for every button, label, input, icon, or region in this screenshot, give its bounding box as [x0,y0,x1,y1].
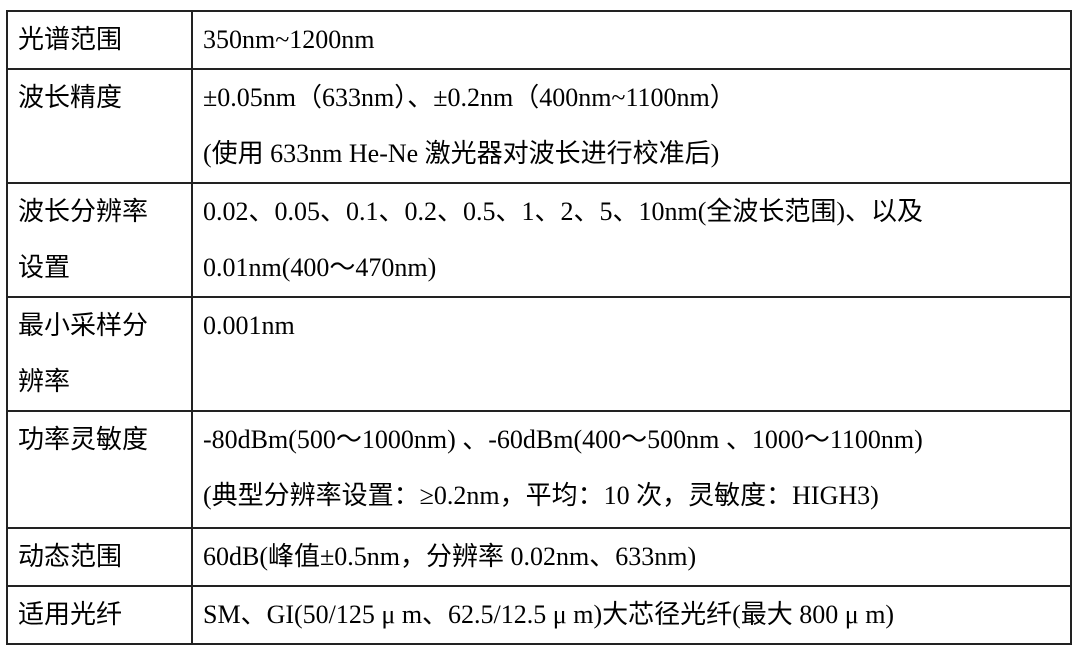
label-line: 波长精度 [18,83,123,112]
label-line: 设置 [18,253,71,282]
label-line: 动态范围 [18,542,123,571]
table-row: 波长分辨率设置 0.02、0.05、0.1、0.2、0.5、1、2、5、10nm… [6,182,1072,298]
table-row: 功率灵敏度 -80dBm(500～1000nm) 、-60dBm(400～500… [6,410,1072,529]
value-line: 350nm~1200nm [203,25,375,54]
row-value: 0.001nm [191,296,1072,412]
value-line: 0.02、0.05、0.1、0.2、0.5、1、2、5、10nm(全波长范围)、… [203,197,924,226]
table-row: 最小采样分辨率 0.001nm [6,296,1072,412]
row-label: 波长分辨率 设置 [6,182,193,298]
row-label: 适用光纤 [6,585,193,645]
row-label: 光谱范围 [6,10,193,70]
row-value: 350nm~1200nm [191,10,1072,70]
table-row: 波长精度 ±0.05nm（633nm）、±0.2nm（400nm~1100nm）… [6,68,1072,184]
value-line: 0.01nm(400～470nm) [203,253,437,282]
row-value: SM、GI(50/125 μ m、62.5/12.5 μ m)大芯径光纤(最大 … [191,585,1072,645]
label-line: 最小采样分 [18,311,149,340]
row-value: 60dB(峰值±0.5nm，分辨率 0.02nm、633nm) [191,527,1072,587]
label-line: 辨率 [18,367,71,396]
row-value: 0.02、0.05、0.1、0.2、0.5、1、2、5、10nm(全波长范围)、… [191,182,1072,298]
value-line: 60dB(峰值±0.5nm，分辨率 0.02nm、633nm) [203,542,697,571]
value-line: (使用 633nm He-Ne 激光器对波长进行校准后) [203,139,720,168]
table-row: 光谱范围 350nm~1200nm [6,10,1072,70]
value-line: 0.001nm [203,311,295,340]
row-value: ±0.05nm（633nm）、±0.2nm（400nm~1100nm） (使用 6… [191,68,1072,184]
value-line: SM、GI(50/125 μ m、62.5/12.5 μ m)大芯径光纤(最大 … [203,600,895,629]
value-line: (典型分辨率设置：≥0.2nm，平均：10 次，灵敏度：HIGH3) [203,481,879,510]
row-label: 功率灵敏度 [6,410,193,529]
table-row: 动态范围 60dB(峰值±0.5nm，分辨率 0.02nm、633nm) [6,527,1072,587]
label-line: 适用光纤 [18,600,123,629]
row-label: 最小采样分 辨率 [6,296,193,412]
row-label: 波长精度 [6,68,193,184]
label-line: 功率灵敏度 [18,425,149,454]
label-line: 光谱范围 [18,25,123,54]
spec-table: 光谱范围 350nm~1200nm 波长精度 ±0.05nm（633nm）、±0… [6,10,1072,645]
label-line: 波长分辨率 [18,197,149,226]
row-label: 动态范围 [6,527,193,587]
value-line: ±0.05nm（633nm）、±0.2nm（400nm~1100nm） [203,83,736,112]
table-row: 适用光纤 SM、GI(50/125 μ m、62.5/12.5 μ m)大芯径光… [6,585,1072,645]
value-line: -80dBm(500～1000nm) 、-60dBm(400～500nm 、10… [203,425,923,454]
row-value: -80dBm(500～1000nm) 、-60dBm(400～500nm 、10… [191,410,1072,529]
